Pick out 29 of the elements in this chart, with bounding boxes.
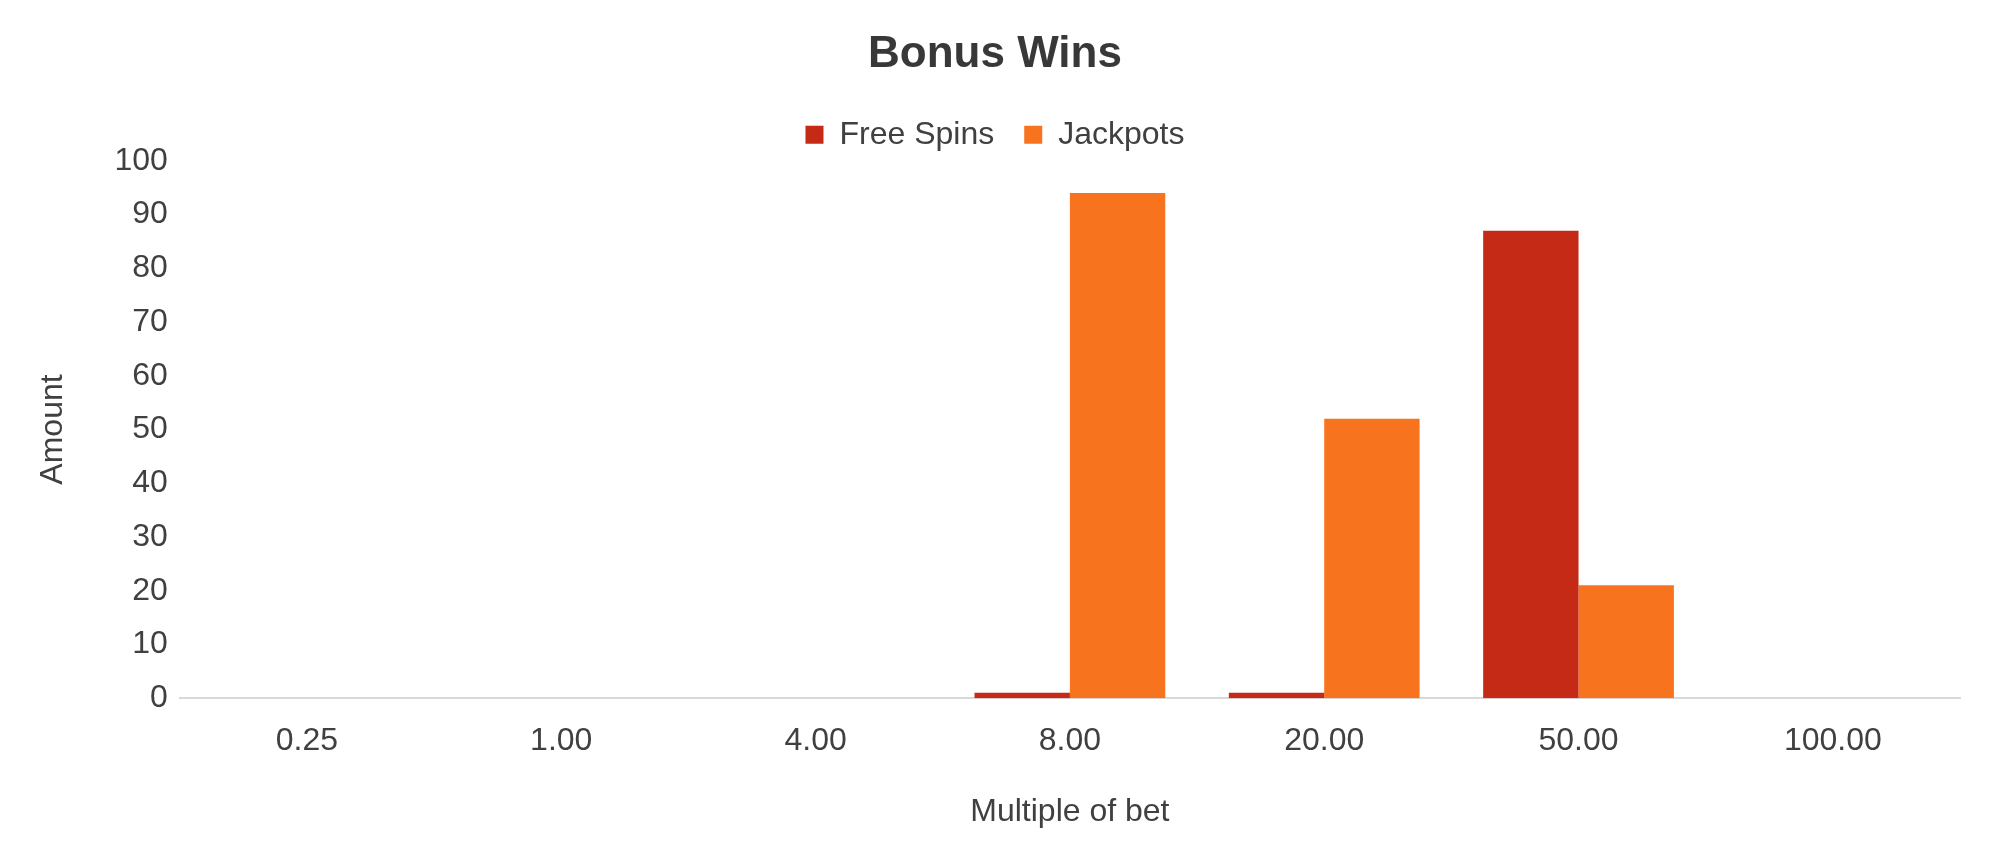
x-tick-label: 20.00 bbox=[1284, 721, 1365, 758]
chart-title: Bonus Wins bbox=[868, 26, 1122, 76]
x-tick-label: 4.00 bbox=[784, 721, 847, 758]
y-tick-label: 0 bbox=[149, 678, 168, 715]
y-axis-title: Amount bbox=[33, 374, 70, 485]
y-tick-label: 10 bbox=[132, 624, 168, 661]
legend-label: Jackpots bbox=[1058, 114, 1185, 151]
y-tick-label: 90 bbox=[132, 194, 168, 231]
y-tick-label: 100 bbox=[114, 140, 168, 177]
legend-label: Free Spins bbox=[839, 114, 995, 151]
x-tick-label: 1.00 bbox=[530, 721, 593, 758]
y-tick-label: 50 bbox=[132, 409, 168, 446]
y-tick-label: 40 bbox=[132, 463, 168, 500]
x-tick-label: 8.00 bbox=[1038, 721, 1102, 758]
bar bbox=[1578, 585, 1674, 699]
bar bbox=[1069, 193, 1166, 699]
x-tick-label: 0.25 bbox=[275, 721, 339, 758]
y-tick-label: 80 bbox=[132, 248, 168, 285]
bar bbox=[1228, 692, 1325, 699]
bar bbox=[1324, 418, 1420, 699]
x-tick-label: 50.00 bbox=[1538, 721, 1619, 758]
y-tick-label: 20 bbox=[132, 570, 168, 607]
x-axis-title: Multiple of bet bbox=[970, 791, 1170, 828]
bar bbox=[974, 692, 1070, 699]
y-tick-label: 60 bbox=[132, 355, 168, 392]
x-tick-label: 100.00 bbox=[1783, 721, 1882, 758]
y-tick-label: 70 bbox=[132, 301, 168, 338]
bar bbox=[1483, 230, 1579, 699]
y-tick-label: 30 bbox=[132, 516, 168, 553]
